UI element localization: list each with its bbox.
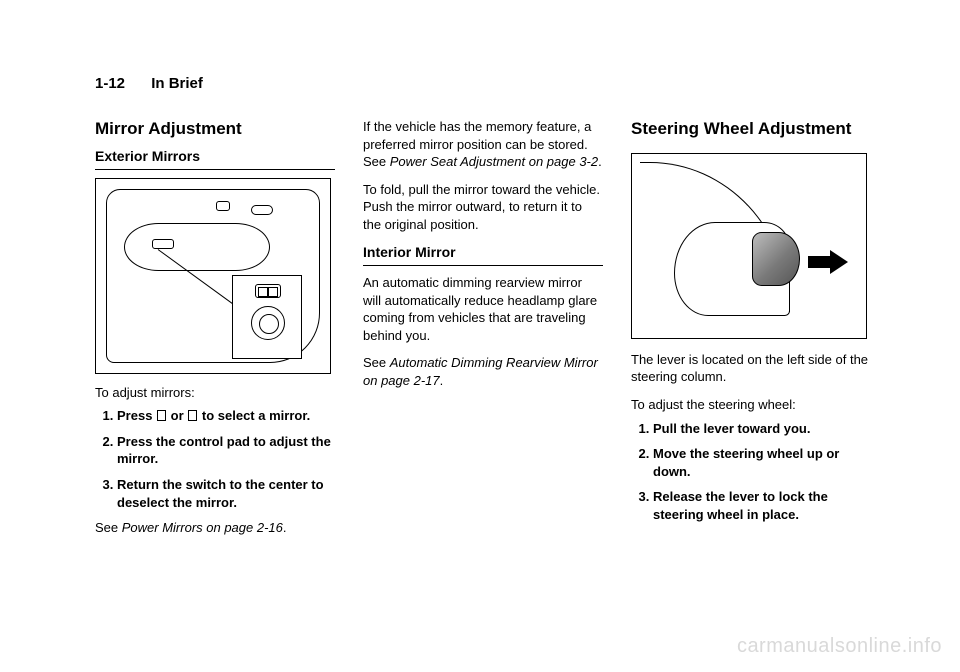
see-power-mirrors: See Power Mirrors on page 2-16. bbox=[95, 519, 335, 537]
left-mirror-icon bbox=[157, 410, 166, 421]
mirror-step-2: Press the control pad to adjust the mirr… bbox=[117, 433, 335, 468]
subheading-interior-mirror: Interior Mirror bbox=[363, 243, 603, 266]
watermark: carmanualsonline.info bbox=[737, 635, 942, 658]
see2-link: Automatic Dimming Rearview Mirror on pag… bbox=[363, 355, 598, 388]
mirror-control-pad-icon bbox=[251, 306, 285, 340]
see1-link: Power Mirrors on page 2-16 bbox=[122, 520, 283, 535]
door-latch bbox=[251, 205, 273, 215]
door-window-switch bbox=[152, 239, 174, 249]
see2-post: . bbox=[440, 373, 444, 388]
to-adjust-steering-label: To adjust the steering wheel: bbox=[631, 396, 871, 414]
see2-pre: See bbox=[363, 355, 390, 370]
steering-step-1: Pull the lever toward you. bbox=[653, 420, 871, 438]
mirror-control-callout bbox=[232, 275, 302, 359]
figure-steering-lever bbox=[631, 153, 867, 339]
tilt-lever bbox=[752, 232, 800, 286]
memory-post: . bbox=[598, 154, 602, 169]
mirror-steps-list: Press or to select a mirror. Press the c… bbox=[95, 407, 335, 511]
door-lock-switch bbox=[216, 201, 230, 211]
memory-link: Power Seat Adjustment on page 3-2 bbox=[390, 154, 598, 169]
to-adjust-mirrors-label: To adjust mirrors: bbox=[95, 384, 335, 402]
subheading-exterior-mirrors: Exterior Mirrors bbox=[95, 147, 335, 170]
steering-step-2: Move the steering wheel up or down. bbox=[653, 445, 871, 480]
fold-para: To fold, pull the mirror toward the vehi… bbox=[363, 181, 603, 234]
arrow-icon bbox=[808, 250, 848, 274]
step1-mid: or bbox=[167, 408, 187, 423]
mirror-select-switch-icon bbox=[255, 284, 281, 298]
heading-mirror-adjustment: Mirror Adjustment bbox=[95, 118, 335, 141]
column-2: If the vehicle has the memory feature, a… bbox=[363, 118, 603, 537]
step1-pre: Press bbox=[117, 408, 156, 423]
lever-location: The lever is located on the left side of… bbox=[631, 351, 871, 386]
heading-steering-adjustment: Steering Wheel Adjustment bbox=[631, 118, 871, 141]
see1-post: . bbox=[283, 520, 287, 535]
mirror-step-1: Press or to select a mirror. bbox=[117, 407, 335, 425]
column-3: Steering Wheel Adjustment The lever is l… bbox=[631, 118, 871, 537]
dimming-para: An automatic dimming rearview mirror wil… bbox=[363, 274, 603, 344]
steering-step-3: Release the lever to lock the steering w… bbox=[653, 488, 871, 523]
page-number: 1-12 bbox=[95, 75, 125, 92]
page-header: 1-12 In Brief bbox=[95, 75, 882, 92]
mirror-step-3: Return the switch to the center to desel… bbox=[117, 476, 335, 511]
steering-steps-list: Pull the lever toward you. Move the stee… bbox=[631, 420, 871, 524]
see-auto-dimming: See Automatic Dimming Rearview Mirror on… bbox=[363, 354, 603, 389]
figure-mirror-control bbox=[95, 178, 331, 374]
section-title: In Brief bbox=[151, 75, 203, 92]
memory-para: If the vehicle has the memory feature, a… bbox=[363, 118, 603, 171]
column-1: Mirror Adjustment Exterior Mirrors To ad… bbox=[95, 118, 335, 537]
see1-pre: See bbox=[95, 520, 122, 535]
right-mirror-icon bbox=[188, 410, 197, 421]
step1-post: to select a mirror. bbox=[198, 408, 310, 423]
door-grab-handle bbox=[124, 223, 270, 271]
